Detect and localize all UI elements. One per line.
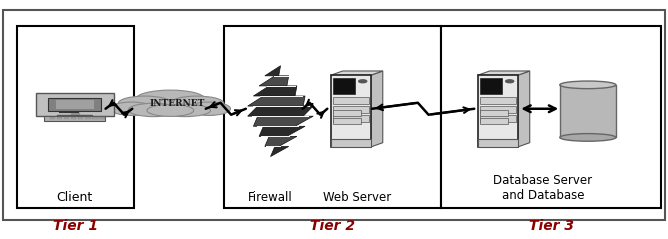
FancyBboxPatch shape: [331, 139, 371, 147]
FancyBboxPatch shape: [480, 78, 502, 94]
FancyBboxPatch shape: [50, 118, 55, 119]
Ellipse shape: [110, 102, 153, 115]
FancyBboxPatch shape: [333, 97, 369, 104]
Polygon shape: [265, 136, 297, 147]
Ellipse shape: [188, 102, 230, 115]
Text: Tier 1: Tier 1: [53, 219, 98, 233]
FancyBboxPatch shape: [480, 115, 516, 122]
Circle shape: [506, 80, 514, 83]
FancyBboxPatch shape: [480, 97, 516, 104]
Circle shape: [359, 80, 367, 83]
FancyBboxPatch shape: [333, 78, 355, 94]
FancyBboxPatch shape: [85, 118, 91, 119]
FancyBboxPatch shape: [57, 115, 92, 116]
FancyBboxPatch shape: [333, 110, 361, 116]
FancyBboxPatch shape: [333, 115, 369, 122]
FancyBboxPatch shape: [3, 10, 665, 220]
Polygon shape: [478, 71, 530, 75]
FancyBboxPatch shape: [92, 118, 98, 119]
Polygon shape: [518, 71, 530, 147]
Ellipse shape: [560, 81, 616, 89]
FancyBboxPatch shape: [44, 116, 106, 121]
Polygon shape: [253, 116, 313, 126]
Polygon shape: [271, 147, 289, 157]
FancyBboxPatch shape: [48, 98, 102, 111]
FancyBboxPatch shape: [333, 106, 369, 113]
FancyBboxPatch shape: [478, 75, 518, 147]
Polygon shape: [259, 126, 305, 136]
Text: Tier 2: Tier 2: [310, 219, 355, 233]
FancyBboxPatch shape: [57, 118, 62, 119]
FancyBboxPatch shape: [480, 106, 516, 113]
FancyBboxPatch shape: [99, 118, 105, 119]
FancyBboxPatch shape: [560, 85, 616, 137]
Text: Client: Client: [57, 191, 93, 204]
FancyBboxPatch shape: [55, 100, 94, 109]
Polygon shape: [371, 71, 383, 147]
Polygon shape: [265, 66, 281, 76]
Text: INTERNET: INTERNET: [150, 99, 204, 109]
Text: Tier 3: Tier 3: [528, 219, 574, 233]
Text: Web Server: Web Server: [323, 191, 391, 204]
FancyBboxPatch shape: [71, 118, 76, 119]
Polygon shape: [248, 106, 313, 116]
Polygon shape: [248, 96, 305, 106]
Polygon shape: [331, 71, 383, 75]
Ellipse shape: [560, 134, 616, 141]
FancyBboxPatch shape: [441, 26, 661, 208]
Polygon shape: [259, 76, 289, 86]
FancyBboxPatch shape: [480, 118, 508, 124]
Ellipse shape: [170, 96, 224, 110]
Polygon shape: [253, 86, 297, 96]
Ellipse shape: [118, 96, 172, 110]
Ellipse shape: [128, 103, 179, 117]
FancyBboxPatch shape: [478, 139, 518, 147]
FancyBboxPatch shape: [64, 118, 69, 119]
FancyBboxPatch shape: [224, 26, 441, 208]
Ellipse shape: [160, 104, 210, 117]
Text: Database Server
and Database: Database Server and Database: [493, 174, 593, 202]
FancyBboxPatch shape: [480, 110, 508, 116]
FancyBboxPatch shape: [331, 75, 371, 147]
FancyBboxPatch shape: [78, 118, 84, 119]
Ellipse shape: [147, 104, 194, 116]
FancyBboxPatch shape: [333, 118, 361, 124]
FancyBboxPatch shape: [17, 26, 134, 208]
FancyBboxPatch shape: [36, 93, 114, 116]
Ellipse shape: [136, 90, 205, 108]
Text: Firewall: Firewall: [248, 191, 293, 204]
